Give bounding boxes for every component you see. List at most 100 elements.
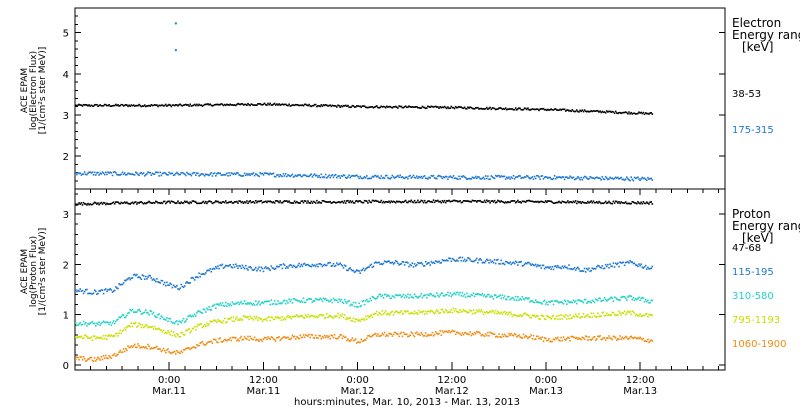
data-point: [538, 337, 540, 340]
data-point: [199, 311, 201, 313]
data-point: [138, 202, 140, 204]
data-point: [382, 262, 385, 265]
data-point: [627, 177, 629, 180]
data-point: [533, 264, 536, 267]
data-point: [77, 203, 79, 206]
data-point: [331, 334, 334, 337]
data-point: [531, 108, 534, 110]
data-point: [389, 177, 391, 180]
data-point: [128, 277, 130, 279]
data-point: [579, 201, 581, 203]
data-point: [503, 175, 506, 178]
data-point: [561, 301, 564, 304]
data-point: [630, 202, 632, 205]
data-point: [171, 200, 174, 203]
data-point: [201, 173, 204, 175]
data-point: [471, 294, 474, 297]
data-point: [476, 177, 478, 180]
data-point: [501, 108, 504, 110]
data-point: [119, 202, 121, 205]
data-point: [243, 267, 246, 270]
data-point: [598, 315, 600, 318]
data-point: [196, 276, 198, 278]
data-point: [500, 200, 502, 202]
data-point: [313, 300, 316, 302]
data-point: [334, 337, 337, 340]
data-point: [287, 201, 289, 203]
data-point: [246, 316, 248, 319]
data-point: [519, 297, 521, 300]
data-point: [458, 293, 460, 296]
data-point: [374, 261, 377, 263]
data-point: [168, 284, 170, 286]
data-point: [609, 202, 611, 204]
data-point: [494, 309, 497, 312]
data-point: [449, 331, 451, 334]
data-point: [613, 202, 616, 204]
data-point: [336, 106, 338, 108]
data-point: [243, 201, 246, 203]
data-point: [520, 202, 522, 204]
data-point: [478, 293, 480, 295]
data-point: [497, 258, 499, 261]
data-point: [241, 318, 244, 321]
data-point: [187, 328, 189, 331]
data-point: [147, 201, 149, 204]
data-point: [173, 285, 176, 288]
data-point: [221, 302, 224, 304]
data-point: [289, 175, 291, 178]
data-point: [188, 347, 190, 349]
data-point: [438, 201, 440, 203]
data-point: [579, 270, 581, 272]
data-point: [573, 301, 576, 303]
data-point: [614, 337, 617, 339]
data-point: [301, 336, 304, 339]
data-point: [217, 341, 219, 344]
data-point: [588, 336, 590, 338]
data-point: [626, 111, 628, 114]
data-point: [543, 267, 546, 270]
data-point: [362, 177, 365, 179]
data-point: [208, 306, 210, 308]
data-point: [171, 334, 174, 337]
data-point: [512, 334, 515, 337]
data-point: [142, 312, 145, 314]
data-point: [540, 338, 542, 340]
data-point: [260, 266, 263, 269]
data-point: [596, 109, 598, 112]
data-point: [559, 318, 561, 320]
data-point: [536, 265, 538, 268]
data-point: [576, 177, 578, 180]
data-point: [598, 111, 600, 113]
data-point: [253, 336, 256, 339]
data-point: [201, 312, 204, 314]
data-point: [328, 261, 330, 264]
data-point: [434, 331, 437, 333]
electron-plot-frame: [74, 7, 726, 190]
data-point: [540, 107, 542, 110]
data-point: [516, 315, 518, 317]
data-point: [516, 176, 518, 178]
data-point: [189, 314, 191, 317]
data-point: [358, 302, 360, 305]
data-point: [440, 308, 443, 311]
data-point: [533, 314, 536, 317]
data-point: [191, 104, 194, 107]
data-point: [75, 172, 77, 174]
data-point: [141, 324, 144, 326]
data-point: [504, 313, 507, 315]
data-point: [343, 174, 346, 177]
data-point: [352, 317, 355, 319]
data-point: [276, 303, 278, 306]
data-point: [479, 199, 481, 202]
data-point: [502, 311, 505, 314]
data-point: [159, 282, 161, 284]
data-point: [541, 200, 544, 203]
data-point: [227, 175, 229, 177]
data-point: [153, 279, 156, 281]
data-point: [232, 104, 235, 106]
data-point: [586, 314, 588, 317]
data-point: [581, 316, 584, 318]
data-point: [497, 174, 499, 177]
data-point: [519, 107, 521, 110]
